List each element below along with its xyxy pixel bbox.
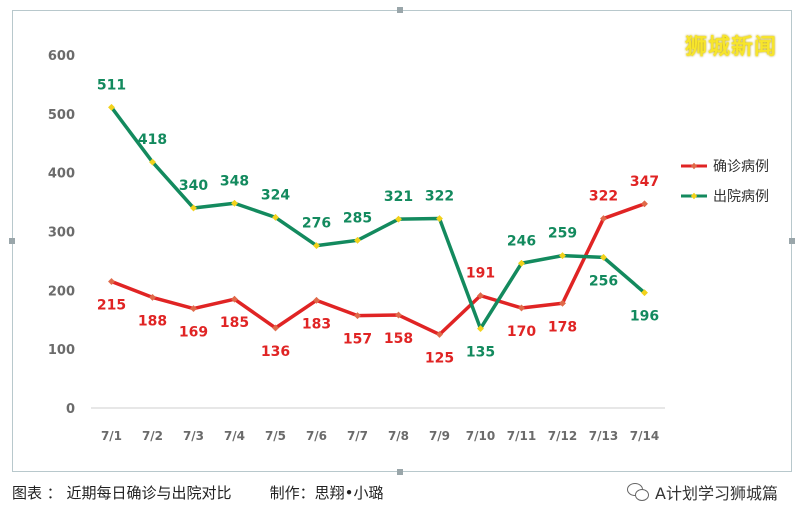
x-tick-label: 7/10 [466,429,495,443]
data-point [148,293,157,301]
x-tick-label: 7/13 [589,429,618,443]
data-label: 511 [97,77,126,93]
y-tick-label: 500 [48,108,75,123]
data-label: 256 [589,273,618,289]
data-label: 191 [466,266,495,282]
data-label: 347 [630,174,659,190]
resize-handle-left[interactable] [9,238,15,244]
x-tick-label: 7/9 [429,429,450,443]
data-label: 136 [261,344,290,360]
x-tick-label: 7/4 [224,429,245,443]
y-tick-label: 0 [66,402,75,417]
data-label: 348 [220,173,249,189]
line-chart: 0 100 200 300 400 500 600 7/1 7/2 7/3 7/4 7/5 7/6 7/7… [48,49,769,443]
data-label: 169 [179,325,208,341]
data-point [230,199,239,207]
series-line-2 [109,105,647,331]
y-tick-label: 100 [48,343,75,358]
data-label: 418 [138,132,167,148]
y-tick-label: 200 [48,284,75,299]
source-credit: A计划学习狮城篇 [627,480,778,504]
data-label: 196 [630,309,659,325]
data-label: 158 [384,331,413,347]
data-label: 215 [97,298,126,314]
data-point [394,311,403,319]
data-point [148,158,157,166]
legend-marker [690,192,698,200]
data-label: 321 [384,189,413,205]
data-label: 340 [179,178,208,194]
data-point [189,204,198,212]
legend-marker [690,162,698,170]
data-point [271,213,280,221]
resize-handle-right[interactable] [789,238,795,244]
data-label: 157 [343,332,372,348]
watermark-logo: 狮城新闻 [684,35,777,60]
x-tick-label: 7/6 [306,429,327,443]
x-tick-label: 7/11 [507,429,536,443]
x-tick-label: 7/1 [101,429,122,443]
x-tick-label: 7/8 [388,429,409,443]
data-label: 135 [466,345,495,361]
data-point [640,200,649,208]
data-label: 188 [138,313,167,329]
data-label: 285 [343,210,372,226]
x-tick-label: 7/3 [183,429,204,443]
data-label: 178 [548,319,577,335]
chart-frame[interactable]: 0 100 200 300 400 500 600 7/1 7/2 7/3 7/4 7/5 7/6 7/7… [12,10,792,472]
data-label: 183 [302,316,331,332]
data-point [435,330,444,339]
data-point [558,299,567,307]
data-point [640,289,649,297]
data-point [189,305,198,313]
data-point [107,103,116,111]
data-point [599,215,608,223]
x-tick-label: 7/14 [630,429,659,443]
wechat-icon [627,483,650,501]
data-label: 170 [507,324,536,340]
figure-caption: 图表 ： 近期每日确诊与出院对比 制作：思翔•小璐 [12,484,384,502]
data-label: 125 [425,350,454,366]
x-tick-label: 7/12 [548,429,577,443]
x-tick-label: 7/7 [347,429,368,443]
data-point [107,277,116,286]
data-point [353,236,362,244]
data-point [394,215,403,223]
data-point [517,259,526,267]
source-label: A计划学习狮城篇 [655,484,778,503]
data-point [476,325,485,333]
data-label: 322 [425,189,454,205]
data-point [353,312,362,320]
x-tick-label: 7/2 [142,429,163,443]
y-tick-label: 400 [48,167,75,182]
data-label: 276 [302,216,331,232]
data-point [599,253,608,261]
resize-handle-top[interactable] [397,7,403,13]
data-label: 185 [220,315,249,331]
y-tick-label: 600 [48,49,75,64]
data-point [230,295,239,303]
data-point [312,242,321,250]
data-point [476,292,485,300]
legend-entry: 出院病例 [713,189,769,205]
resize-handle-bottom[interactable] [397,469,403,475]
data-label: 246 [507,233,536,249]
series-line-1 [109,202,647,337]
data-point [558,252,567,260]
data-point [312,296,321,304]
data-label: 259 [548,226,577,242]
x-tick-label: 7/5 [265,429,286,443]
data-label: 324 [261,187,290,203]
legend-entry: 确诊病例 [713,159,769,175]
data-label: 322 [589,189,618,205]
data-point [435,215,444,223]
y-tick-label: 300 [48,226,75,241]
data-point [517,304,526,312]
data-point [271,324,280,332]
